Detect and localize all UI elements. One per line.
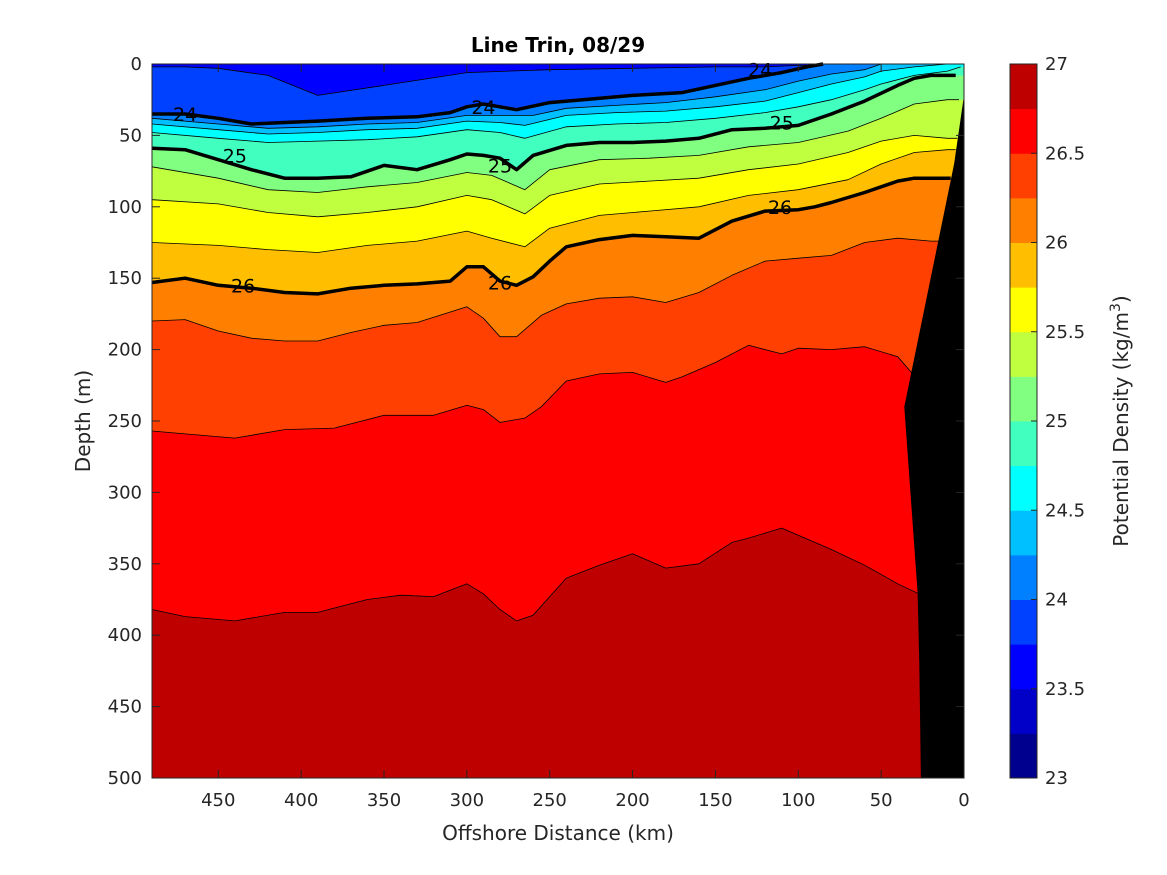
colorbar-segment-8 xyxy=(1010,376,1037,422)
y-tick-label-250: 250 xyxy=(108,411,142,432)
y-tick-label-200: 200 xyxy=(108,340,142,361)
colorbar-label: Potential Density (kg/m3) xyxy=(1108,295,1133,546)
y-tick-label-450: 450 xyxy=(108,697,142,718)
y-tick-label-350: 350 xyxy=(108,554,142,575)
colorbar-segment-4 xyxy=(1010,554,1037,600)
colorbar-segment-5 xyxy=(1010,510,1037,556)
x-tick-label-350: 350 xyxy=(367,790,401,811)
plot-area xyxy=(152,64,964,778)
colorbar-label-suffix: ) xyxy=(1109,295,1133,303)
contour-lines xyxy=(151,63,961,622)
contour-label-24: 24 xyxy=(173,104,197,126)
colorbar-segment-13 xyxy=(1010,153,1037,199)
contour-labels: 24 24 24 25 25 25 26 26 26 xyxy=(173,60,794,298)
y-tick-label-100: 100 xyxy=(108,197,142,218)
y-axis: 0 50 100 150 200 250 300 350 400 450 500 xyxy=(108,54,964,789)
y-tick-label-400: 400 xyxy=(108,625,142,646)
colorbar-segment-6 xyxy=(1010,465,1037,511)
colorbar-segment-7 xyxy=(1010,421,1037,467)
x-tick-label-450: 450 xyxy=(201,790,235,811)
y-tick-label-300: 300 xyxy=(108,482,142,503)
contour-label-26: 26 xyxy=(488,272,512,294)
colorbar-tick-label-2: 24 xyxy=(1045,590,1068,611)
x-tick-label-400: 400 xyxy=(284,790,318,811)
contour-line-24 xyxy=(152,62,824,126)
contour-line-24.25 xyxy=(151,63,882,129)
contour-line-24.5 xyxy=(151,63,948,135)
contour-label-25: 25 xyxy=(488,155,512,177)
contour-label-26: 26 xyxy=(768,197,792,219)
contour-label-24: 24 xyxy=(748,60,772,82)
x-tick-label-100: 100 xyxy=(781,790,815,811)
colorbar: 23 23.5 24 24.5 25 25.5 26 26.5 27 xyxy=(1009,54,1085,789)
contour-label-25: 25 xyxy=(223,145,247,167)
colorbar-tick-label-4: 25 xyxy=(1045,411,1068,432)
colorbar-tick-label-0: 23 xyxy=(1045,768,1068,789)
contour-line-25.5 xyxy=(151,135,958,218)
contour-line-26 xyxy=(151,176,951,296)
colorbar-label-superscript: 3 xyxy=(1108,303,1124,312)
y-tick-label-150: 150 xyxy=(108,268,142,289)
contour-label-25: 25 xyxy=(770,113,794,135)
x-axis-label: Offshore Distance (km) xyxy=(442,821,674,845)
contour-label-24: 24 xyxy=(471,97,495,119)
y-tick-label-0: 0 xyxy=(131,54,142,75)
contour-line-26.5 xyxy=(151,344,935,439)
contour-line-26.25 xyxy=(151,237,943,342)
x-tick-label-300: 300 xyxy=(450,790,484,811)
contour-line-25 xyxy=(151,73,956,180)
x-tick-label-0: 0 xyxy=(958,790,969,811)
colorbar-segment-2 xyxy=(1010,644,1037,690)
contour-line-25.75 xyxy=(151,149,956,253)
contour-band-26.75 xyxy=(152,528,964,778)
x-tick-label-200: 200 xyxy=(615,790,649,811)
chart-title: Line Trin, 08/29 xyxy=(471,33,645,57)
x-tick-label-50: 50 xyxy=(870,790,893,811)
colorbar-segment-12 xyxy=(1010,197,1037,243)
x-tick-label-150: 150 xyxy=(698,790,732,811)
colorbar-tick-label-7: 26.5 xyxy=(1045,143,1085,164)
colorbar-segment-15 xyxy=(1010,64,1037,110)
colorbar-segment-1 xyxy=(1010,688,1037,734)
land-bathymetry xyxy=(904,64,964,778)
bold-contour-lines xyxy=(151,62,956,296)
colorbar-tick-label-6: 26 xyxy=(1045,233,1068,254)
colorbar-segment-9 xyxy=(1010,331,1037,377)
contour-line-25.25 xyxy=(151,99,959,193)
colorbar-tick-label-3: 24.5 xyxy=(1045,500,1085,521)
x-tick-label-250: 250 xyxy=(533,790,567,811)
colorbar-tick-label-5: 25.5 xyxy=(1045,322,1085,343)
colorbar-segment-3 xyxy=(1010,599,1037,645)
colorbar-segment-11 xyxy=(1010,242,1037,288)
colorbar-segment-10 xyxy=(1010,287,1037,333)
colorbar-label-main: Potential Density (kg/m xyxy=(1109,312,1133,547)
colorbar-tick-label-8: 27 xyxy=(1045,54,1068,75)
y-tick-label-500: 500 xyxy=(108,768,142,789)
contour-line-26.75 xyxy=(151,527,932,622)
contour-label-26: 26 xyxy=(231,275,255,297)
colorbar-segment-14 xyxy=(1010,108,1037,154)
y-tick-label-50: 50 xyxy=(119,125,142,146)
colorbar-tick-label-1: 23.5 xyxy=(1045,679,1085,700)
y-axis-label: Depth (m) xyxy=(71,370,95,472)
contour-line-24.75 xyxy=(151,66,961,143)
x-axis: 450 400 350 300 250 200 150 100 50 0 xyxy=(201,64,970,811)
land-mass xyxy=(904,64,964,778)
colorbar-segment-0 xyxy=(1010,733,1037,779)
